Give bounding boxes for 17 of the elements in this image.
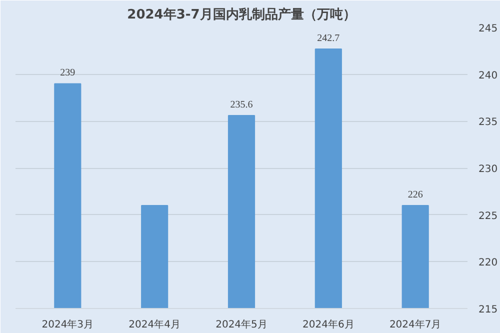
- chart-title: 2024年3-7月国内乳制品产量（万吨）: [127, 6, 356, 22]
- y-tick-label: 235: [478, 117, 498, 128]
- x-tick-label: 2024年5月: [216, 318, 268, 330]
- y-tick-label: 240: [478, 70, 498, 82]
- data-label: 242.7: [317, 33, 340, 44]
- x-tick-label: 2024年4月: [128, 318, 180, 330]
- y-tick-label: 220: [478, 258, 498, 269]
- y-tick-label: 225: [478, 210, 498, 222]
- data-label: 235.6: [230, 100, 253, 111]
- x-tick-label: 2024年7月: [389, 318, 442, 330]
- data-label: 226: [408, 189, 423, 200]
- y-tick-label: 215: [478, 304, 498, 316]
- y-tick-label: 245: [478, 24, 498, 34]
- y-tick-label: 230: [478, 164, 498, 175]
- x-tick-label: 2024年6月: [302, 318, 354, 330]
- data-label: 239: [60, 68, 76, 79]
- x-tick-label: 2024年3月: [42, 318, 94, 330]
